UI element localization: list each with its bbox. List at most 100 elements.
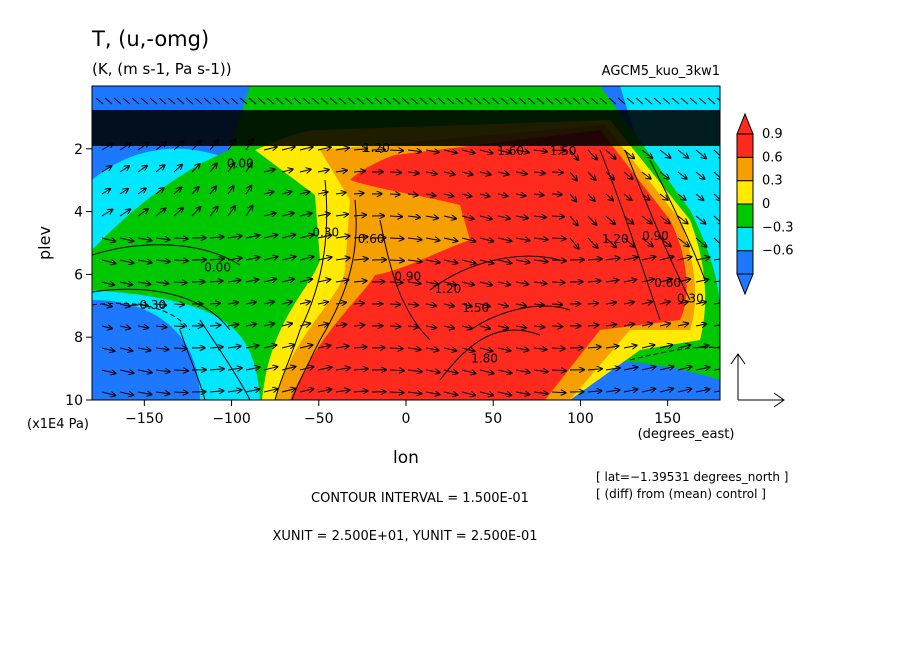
wind-vector [659,237,671,246]
wind-vector [587,281,601,282]
wind-vector [461,216,474,219]
wind-vector [203,97,212,105]
wind-vector [533,194,544,195]
wind-vector [605,368,620,370]
wind-vector [263,169,275,172]
wind-vector [425,172,437,174]
wind-vector [335,214,348,216]
wind-vector [353,391,368,392]
x-tick-label: 150 [654,411,681,427]
wind-vector [605,346,619,348]
wind-vector [695,279,708,282]
wind-vector [299,367,314,370]
wind-vector [515,326,526,328]
wind-vector [659,215,670,223]
contour-label: 1.50 [462,301,489,315]
wind-vector [623,389,637,392]
wind-vector [569,237,579,249]
vector-units-text: XUNIT = 2.500E+01, YUNIT = 2.500E-01 [273,529,538,544]
wind-vector [623,345,637,348]
wind-vector [185,97,194,105]
wind-vector [140,97,149,105]
wind-vector [263,235,277,238]
wind-vector [338,97,347,105]
wind-vector [131,97,140,105]
wind-vector [551,304,562,305]
wind-vector [641,324,652,327]
wind-vector [407,216,420,218]
wind-vector [533,370,548,372]
wind-vector [281,235,295,238]
wind-vector [551,216,564,217]
wind-vector [101,304,112,307]
wind-vector [299,169,311,172]
wind-vector [230,97,239,105]
wind-vector [281,257,296,260]
wind-vector [407,150,421,152]
wind-vector [194,97,203,105]
wind-vector [311,97,320,105]
wind-vector [659,257,674,260]
wind-vector [419,97,428,105]
wind-vector [119,166,129,173]
colorbar-label: −0.3 [762,220,794,235]
wind-vector [317,214,330,217]
wind-vector [389,260,404,261]
wind-vector [515,216,528,218]
wind-vector [335,170,347,172]
wind-vector [245,279,258,282]
wind-vector [299,389,313,392]
wind-vector [443,304,454,306]
wind-vector [698,97,707,105]
wind-vector [623,302,634,304]
wind-vector [605,237,616,247]
wind-vector [245,345,259,348]
wind-vector [479,370,494,373]
wind-vector [119,348,132,351]
colorbar-label: 0.3 [762,174,783,189]
wind-vectors [95,97,720,395]
wind-vector [113,97,122,105]
wind-vector [461,370,476,373]
contour-label: 1.20 [435,282,462,296]
wind-vector [263,389,277,392]
contour-label: 0.00 [204,260,231,274]
wind-vector [677,302,688,304]
wind-vector [677,237,689,246]
wind-vector [587,325,598,326]
wind-vector [155,370,170,372]
wind-vector [653,97,662,105]
wind-vector [425,150,439,152]
wind-vector [119,326,130,328]
wind-vector [209,164,217,173]
experiment-label: AGCM5_kuo_3kw1 [602,64,720,79]
wind-vector [515,348,529,350]
wind-vector [518,97,527,105]
wind-vector [155,326,166,327]
wind-vector [443,326,454,328]
colorbar-segment [736,133,754,158]
wind-vector [407,282,421,284]
wind-vector [572,97,581,105]
wind-vector [443,260,458,263]
wind-vector [713,324,720,326]
wind-vector [443,392,457,395]
wind-vector [407,238,422,240]
wind-vector [353,237,368,238]
wind-vector [551,260,566,261]
wind-vector [479,194,489,196]
wind-vector [515,304,526,306]
wind-vector [335,236,350,238]
colorbar-label: −0.6 [762,244,794,259]
wind-vector [101,370,116,373]
colorbar-segment [736,226,754,252]
wind-vector [497,194,507,196]
wind-vector [677,345,690,348]
x-axis: −150 −100 −50 0 50 100 150 [125,400,681,427]
wind-vector [605,171,614,180]
wind-vector [443,348,456,351]
plot-area [92,86,720,400]
wind-vector [569,215,578,225]
wind-vector [137,326,148,328]
wind-vector [383,97,392,105]
